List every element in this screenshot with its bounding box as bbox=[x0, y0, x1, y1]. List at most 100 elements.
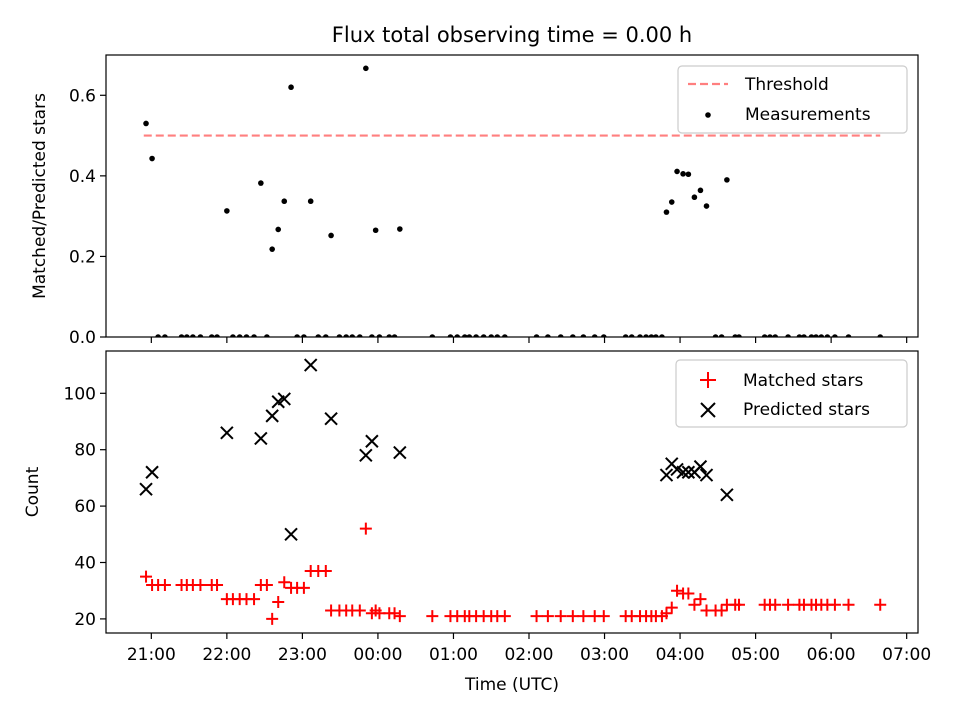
legend-measurements-swatch bbox=[705, 112, 711, 118]
measurement-point bbox=[447, 334, 454, 337]
matched-star-point bbox=[393, 610, 406, 623]
measurement-layer bbox=[143, 65, 884, 337]
bottom-axes-frame bbox=[105, 350, 919, 634]
bottom-y-tick-label: 40 bbox=[74, 554, 96, 574]
measurement-point bbox=[659, 334, 665, 337]
bottom-x-tick-label: 02:00 bbox=[504, 645, 553, 665]
measurement-point bbox=[307, 198, 314, 205]
matched-star-point bbox=[566, 610, 579, 623]
measurement-point bbox=[680, 171, 686, 177]
measurement-point bbox=[674, 168, 680, 175]
bottom-y-tick-label: 80 bbox=[74, 441, 96, 461]
measurement-point bbox=[480, 334, 487, 337]
measurement-point bbox=[622, 334, 629, 337]
measurement-point bbox=[178, 334, 185, 337]
matched-star-point bbox=[874, 598, 887, 611]
bottom-x-tick-label: 01:00 bbox=[429, 645, 478, 665]
bottom-x-tick-label: 07:00 bbox=[882, 645, 931, 665]
measurement-point bbox=[356, 334, 363, 337]
bottom-panel: 20 40 60 80 100 21:00 22:00 23:00 00:00 01:00 02:… bbox=[23, 350, 931, 695]
bottom-x-tick-label: 03:00 bbox=[580, 645, 629, 665]
measurement-point bbox=[600, 334, 607, 337]
matched-star-point bbox=[782, 598, 795, 611]
top-legend-box bbox=[677, 65, 908, 134]
top-legend: Threshold Measurements bbox=[677, 65, 908, 134]
predicted-star-point bbox=[254, 431, 268, 446]
matched-star-point bbox=[426, 610, 439, 623]
measurement-point bbox=[224, 208, 230, 214]
measurement-point bbox=[785, 334, 791, 337]
matched-star-point bbox=[682, 587, 695, 600]
bottom-x-tick-label: 05:00 bbox=[731, 645, 780, 665]
measurement-point bbox=[801, 334, 807, 337]
measurement-point bbox=[190, 334, 196, 337]
matched-star-point bbox=[688, 598, 701, 611]
top-axes-frame bbox=[105, 54, 919, 338]
matched-star-point bbox=[272, 595, 285, 608]
measurement-point bbox=[328, 232, 334, 239]
top-y-tick-label: 0.6 bbox=[69, 86, 96, 106]
matched-star-point bbox=[359, 522, 372, 535]
measurement-point bbox=[648, 334, 655, 337]
matched-star-point bbox=[266, 612, 279, 625]
measurement-point bbox=[824, 334, 831, 337]
legend-matched-label: Matched stars bbox=[743, 371, 863, 391]
top-panel: 0.0 0.2 0.4 0.6 Matched/Predicted stars Thr… bbox=[30, 54, 919, 348]
top-x-ticks bbox=[150, 337, 908, 343]
bottom-y-tick-label: 60 bbox=[74, 497, 96, 517]
measurement-point bbox=[336, 334, 343, 337]
measurement-point bbox=[637, 334, 643, 337]
x-axis-label: Time (UTC) bbox=[464, 675, 559, 695]
matched-star-point bbox=[842, 598, 855, 611]
predicted-star-point bbox=[145, 465, 159, 479]
measurement-point bbox=[697, 187, 704, 194]
chart-title: Flux total observing time = 0.00 h bbox=[332, 23, 692, 47]
predicted-star-point bbox=[277, 392, 291, 406]
measurement-point bbox=[275, 226, 282, 233]
measurement-point bbox=[184, 334, 190, 337]
matched-star-point bbox=[660, 607, 673, 620]
predicted-star-point bbox=[284, 527, 298, 542]
measurement-point bbox=[258, 180, 264, 186]
predicted-star-point bbox=[699, 468, 714, 482]
matched-star-point bbox=[194, 579, 207, 592]
legend-matched-swatch bbox=[700, 372, 716, 388]
measurement-point bbox=[767, 334, 773, 337]
measurement-point bbox=[533, 334, 540, 337]
matched-star-point bbox=[211, 579, 224, 592]
predicted-star-point bbox=[720, 488, 734, 502]
top-y-tick-label: 0.4 bbox=[69, 167, 96, 187]
bottom-x-tick-label: 23:00 bbox=[278, 645, 327, 665]
bottom-legend-box bbox=[675, 359, 908, 428]
bottom-y-ticks: 20 40 60 80 100 bbox=[64, 384, 106, 630]
measurement-point bbox=[494, 334, 501, 337]
matched-star-point bbox=[541, 610, 554, 623]
predicted-star-point bbox=[365, 434, 379, 448]
measurement-point bbox=[376, 334, 383, 337]
measurement-point bbox=[454, 334, 461, 337]
predicted-star-point bbox=[681, 465, 696, 479]
measurement-point bbox=[466, 334, 473, 337]
measurement-point bbox=[796, 334, 803, 337]
measurement-point bbox=[557, 334, 564, 337]
measurement-point bbox=[363, 65, 369, 72]
measurement-point bbox=[761, 334, 768, 337]
measurement-point bbox=[386, 334, 393, 337]
matched-star-point bbox=[388, 607, 401, 620]
top-y-tick-label: 0.0 bbox=[69, 328, 96, 348]
measurement-point bbox=[301, 334, 307, 337]
legend-predicted-label: Predicted stars bbox=[743, 400, 870, 420]
legend-threshold-label: Threshold bbox=[744, 75, 829, 95]
measurement-point bbox=[570, 334, 576, 337]
matched-star-point bbox=[278, 576, 291, 589]
measurement-point bbox=[580, 334, 587, 337]
predicted-star-point bbox=[139, 482, 153, 496]
measurement-point bbox=[628, 334, 635, 337]
matched-star-point bbox=[694, 593, 707, 606]
measurement-point bbox=[643, 334, 649, 337]
matched-star-point bbox=[577, 610, 590, 623]
matched-star-point bbox=[319, 564, 332, 577]
measurement-point bbox=[397, 226, 403, 232]
measurement-point bbox=[349, 334, 356, 337]
matched-star-point bbox=[665, 601, 678, 614]
